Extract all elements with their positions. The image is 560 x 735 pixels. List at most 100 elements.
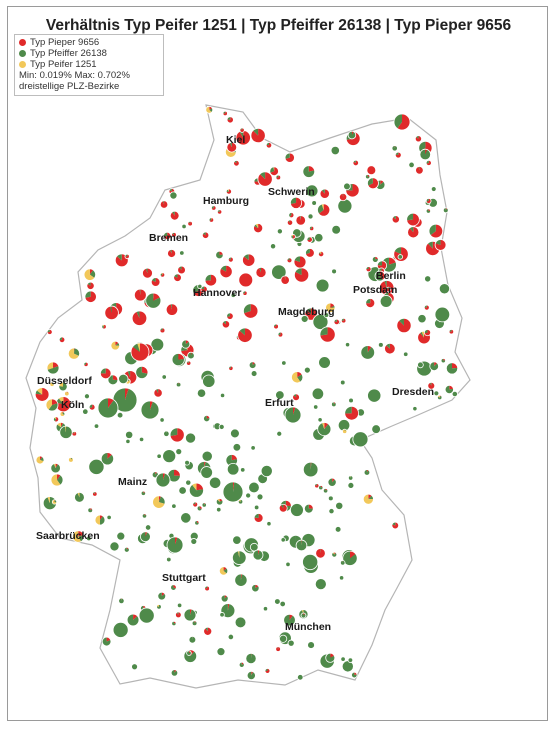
pie-outline xyxy=(169,427,185,443)
pie-outline xyxy=(234,573,248,587)
pie-outline xyxy=(290,196,303,209)
pie-outline xyxy=(159,327,166,334)
pie-slice xyxy=(86,282,95,290)
pie-marker xyxy=(177,265,186,275)
pie-marker xyxy=(234,573,248,587)
pie-outline xyxy=(393,113,411,131)
pie-outline xyxy=(226,462,240,476)
pie-outline xyxy=(220,594,229,603)
pie-outline xyxy=(417,330,431,345)
pie-outline xyxy=(270,243,277,250)
pie-marker xyxy=(323,312,330,318)
pie-marker xyxy=(162,449,177,464)
pie-slice xyxy=(219,566,227,576)
pie-marker xyxy=(274,598,281,605)
pie-marker xyxy=(352,159,359,167)
pie-marker xyxy=(250,127,266,144)
pie-outline xyxy=(277,331,284,338)
pie-slice xyxy=(209,217,214,223)
pie-slice xyxy=(178,266,182,270)
pie-slice xyxy=(294,267,309,283)
pie-slice xyxy=(295,215,306,226)
pie-slice xyxy=(307,641,315,649)
pie-marker xyxy=(379,295,393,308)
pie-marker xyxy=(366,165,377,176)
pie-marker xyxy=(428,223,444,239)
pie-slice xyxy=(250,128,266,143)
pie-slice xyxy=(248,482,260,493)
pie-marker xyxy=(311,387,325,400)
pie-marker xyxy=(134,288,147,302)
pie-marker xyxy=(339,379,346,386)
pie-outline xyxy=(274,598,281,605)
pie-slice xyxy=(446,362,458,375)
city-label-magdeburg: Magdeburg xyxy=(278,306,335,318)
pie-marker xyxy=(242,290,248,296)
pie-slice xyxy=(318,203,330,217)
pie-marker xyxy=(97,397,119,419)
pie-outline xyxy=(266,521,272,527)
pie-outline xyxy=(417,314,427,324)
pie-outline xyxy=(271,264,287,280)
pie-slice xyxy=(394,114,402,129)
pie-slice xyxy=(275,175,279,178)
pie-slice xyxy=(136,310,140,319)
pie-marker xyxy=(176,602,183,609)
pie-outline xyxy=(302,553,319,571)
pie-slice xyxy=(320,188,330,199)
pie-outline xyxy=(278,631,292,645)
pie-outline xyxy=(305,248,315,258)
pie-outline xyxy=(300,612,307,619)
pie-marker xyxy=(171,620,177,627)
pie-outline xyxy=(391,521,400,530)
pie-slice xyxy=(317,417,323,422)
pie-outline xyxy=(35,455,45,465)
pie-outline xyxy=(250,127,266,144)
pie-marker xyxy=(415,166,424,175)
pie-slice xyxy=(280,275,290,285)
pie-slice xyxy=(189,636,196,644)
pie-outline xyxy=(345,183,360,198)
pie-outline xyxy=(196,388,207,398)
pie-marker xyxy=(112,387,138,413)
pie-marker xyxy=(237,499,244,505)
pie-marker xyxy=(150,337,165,352)
pie-outline xyxy=(327,477,337,487)
pie-slice xyxy=(273,166,275,172)
pie-slice xyxy=(343,182,351,190)
pie-outline xyxy=(304,307,318,321)
pie-slice xyxy=(172,211,175,216)
pie-marker xyxy=(391,521,400,530)
pie-outline xyxy=(257,171,273,187)
pie-outline xyxy=(188,482,204,498)
pie-slice xyxy=(270,243,276,249)
pie-slice xyxy=(312,387,324,400)
pie-slice xyxy=(196,520,200,523)
pie-slice xyxy=(301,613,306,618)
pie-slice xyxy=(331,146,340,155)
pie-outline xyxy=(309,225,315,232)
pie-outline xyxy=(250,370,258,377)
pie-outline xyxy=(176,602,183,609)
pie-slice xyxy=(210,217,212,221)
pie-slice xyxy=(187,221,193,226)
city-label-kiel: Kiel xyxy=(226,134,245,146)
pie-outline xyxy=(249,542,259,552)
pie-outline xyxy=(440,358,446,364)
pie-marker xyxy=(313,404,319,410)
pie-outline xyxy=(414,135,422,143)
pie-slice xyxy=(35,455,44,464)
pie-slice xyxy=(304,504,314,514)
pie-marker xyxy=(280,275,290,285)
pie-outline xyxy=(204,273,218,287)
pie-slice xyxy=(296,540,307,551)
pie-marker xyxy=(427,381,436,390)
pie-outline xyxy=(185,479,192,486)
pie-marker xyxy=(248,361,257,369)
pie-slice xyxy=(100,515,103,520)
pie-slice xyxy=(184,609,197,621)
pie-slice xyxy=(223,111,226,114)
pie-marker xyxy=(208,217,215,223)
pie-marker xyxy=(437,394,443,401)
pie-slice xyxy=(40,456,43,460)
